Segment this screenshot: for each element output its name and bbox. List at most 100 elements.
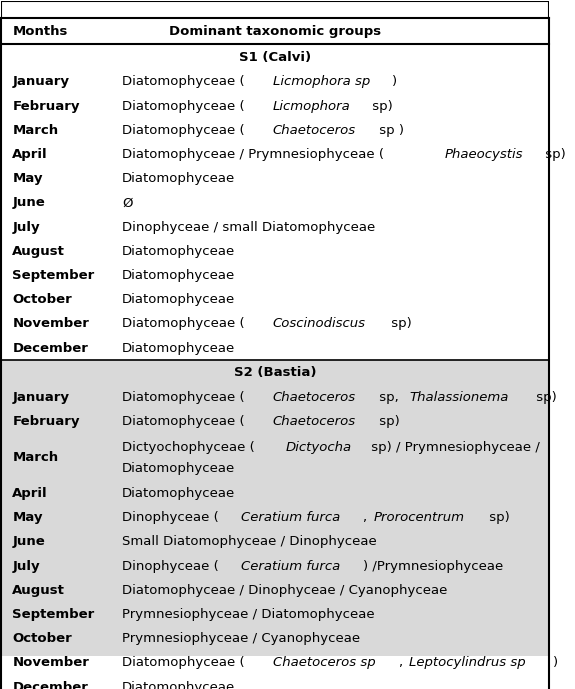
Text: December: December — [12, 342, 88, 355]
Text: August: August — [12, 584, 65, 597]
Text: October: October — [12, 632, 72, 645]
Text: Small Diatomophyceae / Dinophyceae: Small Diatomophyceae / Dinophyceae — [122, 535, 377, 548]
Text: Diatomophyceae: Diatomophyceae — [122, 245, 235, 258]
Text: November: November — [12, 657, 89, 669]
Text: S1 (Calvi): S1 (Calvi) — [239, 50, 312, 63]
Text: March: March — [12, 124, 59, 137]
FancyBboxPatch shape — [1, 506, 550, 530]
Text: Diatomophyceae: Diatomophyceae — [122, 269, 235, 282]
Text: ) /Prymnesiophyceae: ) /Prymnesiophyceae — [363, 559, 503, 573]
Text: February: February — [12, 415, 80, 429]
FancyBboxPatch shape — [1, 239, 550, 263]
Text: Licmophora sp: Licmophora sp — [273, 75, 370, 88]
FancyBboxPatch shape — [1, 554, 550, 578]
Text: Chaetoceros: Chaetoceros — [273, 124, 356, 137]
Text: Diatomophyceae: Diatomophyceae — [122, 681, 235, 689]
Text: December: December — [12, 681, 88, 689]
Text: Prorocentrum: Prorocentrum — [373, 511, 465, 524]
Text: Dinophyceae (: Dinophyceae ( — [122, 559, 218, 573]
Text: January: January — [12, 75, 70, 88]
Text: sp): sp) — [375, 415, 400, 429]
Text: sp): sp) — [369, 100, 393, 112]
Text: ,: , — [363, 511, 371, 524]
Text: Ceratium furca: Ceratium furca — [241, 511, 340, 524]
Text: Prymnesiophyceae / Cyanophyceae: Prymnesiophyceae / Cyanophyceae — [122, 632, 360, 645]
FancyBboxPatch shape — [1, 410, 550, 434]
FancyBboxPatch shape — [1, 191, 550, 215]
Text: July: July — [12, 559, 40, 573]
FancyBboxPatch shape — [1, 386, 550, 410]
Text: Diatomophyceae / Prymnesiophyceae (: Diatomophyceae / Prymnesiophyceae ( — [122, 148, 384, 161]
Text: Diatomophyceae (: Diatomophyceae ( — [122, 100, 244, 112]
Text: Diatomophyceae: Diatomophyceae — [122, 487, 235, 500]
Text: Diatomophyceae: Diatomophyceae — [122, 462, 235, 475]
Text: sp ): sp ) — [375, 124, 404, 137]
Text: Licmophora: Licmophora — [273, 100, 351, 112]
Text: Diatomophyceae (: Diatomophyceae ( — [122, 657, 244, 669]
Text: Diatomophyceae (: Diatomophyceae ( — [122, 75, 244, 88]
FancyBboxPatch shape — [1, 650, 550, 675]
Text: October: October — [12, 294, 72, 306]
FancyBboxPatch shape — [1, 312, 550, 336]
Text: September: September — [12, 269, 95, 282]
Text: March: March — [12, 451, 59, 464]
FancyBboxPatch shape — [1, 434, 550, 482]
Text: Ceratium furca: Ceratium furca — [241, 559, 340, 573]
Text: Diatomophyceae (: Diatomophyceae ( — [122, 318, 244, 331]
Text: Diatomophyceae (: Diatomophyceae ( — [122, 415, 244, 429]
FancyBboxPatch shape — [1, 18, 550, 44]
Text: July: July — [12, 220, 40, 234]
Text: Diatomophyceae / Dinophyceae / Cyanophyceae: Diatomophyceae / Dinophyceae / Cyanophyc… — [122, 584, 447, 597]
Text: Dominant taxonomic groups: Dominant taxonomic groups — [170, 25, 381, 38]
Text: ): ) — [392, 75, 397, 88]
Text: Dinophyceae (: Dinophyceae ( — [122, 511, 218, 524]
Text: Dictyocha: Dictyocha — [285, 441, 351, 454]
FancyBboxPatch shape — [1, 215, 550, 239]
Text: Months: Months — [12, 25, 68, 38]
FancyBboxPatch shape — [1, 1, 550, 656]
FancyBboxPatch shape — [1, 44, 550, 70]
Text: Diatomophyceae (: Diatomophyceae ( — [122, 391, 244, 404]
FancyBboxPatch shape — [1, 675, 550, 689]
Text: Leptocylindrus sp: Leptocylindrus sp — [409, 657, 526, 669]
FancyBboxPatch shape — [1, 602, 550, 626]
Text: November: November — [12, 318, 89, 331]
Text: Dinophyceae / small Diatomophyceae: Dinophyceae / small Diatomophyceae — [122, 220, 375, 234]
Text: February: February — [12, 100, 80, 112]
Text: Phaeocystis: Phaeocystis — [444, 148, 523, 161]
Text: Diatomophyceae: Diatomophyceae — [122, 172, 235, 185]
Text: sp): sp) — [532, 391, 557, 404]
Text: sp,: sp, — [375, 391, 403, 404]
FancyBboxPatch shape — [1, 94, 550, 119]
FancyBboxPatch shape — [1, 263, 550, 287]
Text: ): ) — [553, 657, 558, 669]
Text: April: April — [12, 148, 48, 161]
FancyBboxPatch shape — [1, 336, 550, 360]
Text: September: September — [12, 608, 95, 621]
FancyBboxPatch shape — [1, 578, 550, 602]
FancyBboxPatch shape — [1, 626, 550, 650]
Text: sp): sp) — [485, 511, 510, 524]
Text: Chaetoceros: Chaetoceros — [273, 391, 356, 404]
Text: August: August — [12, 245, 65, 258]
Text: S2 (Bastia): S2 (Bastia) — [234, 367, 317, 380]
Text: Diatomophyceae: Diatomophyceae — [122, 342, 235, 355]
FancyBboxPatch shape — [1, 360, 550, 386]
Text: June: June — [12, 196, 45, 209]
Text: Chaetoceros: Chaetoceros — [273, 415, 356, 429]
Text: Prymnesiophyceae / Diatomophyceae: Prymnesiophyceae / Diatomophyceae — [122, 608, 374, 621]
FancyBboxPatch shape — [1, 482, 550, 506]
FancyBboxPatch shape — [1, 143, 550, 167]
Text: sp): sp) — [387, 318, 412, 331]
Text: Chaetoceros sp: Chaetoceros sp — [273, 657, 375, 669]
Text: sp): sp) — [540, 148, 565, 161]
Text: April: April — [12, 487, 48, 500]
Text: Diatomophyceae: Diatomophyceae — [122, 294, 235, 306]
Text: sp) / Prymnesiophyceae /: sp) / Prymnesiophyceae / — [366, 441, 539, 454]
Text: Thalassionema: Thalassionema — [409, 391, 509, 404]
FancyBboxPatch shape — [1, 70, 550, 94]
FancyBboxPatch shape — [1, 530, 550, 554]
Text: Dictyochophyceae (: Dictyochophyceae ( — [122, 441, 255, 454]
Text: Ø: Ø — [122, 196, 132, 209]
Text: ,: , — [399, 657, 407, 669]
